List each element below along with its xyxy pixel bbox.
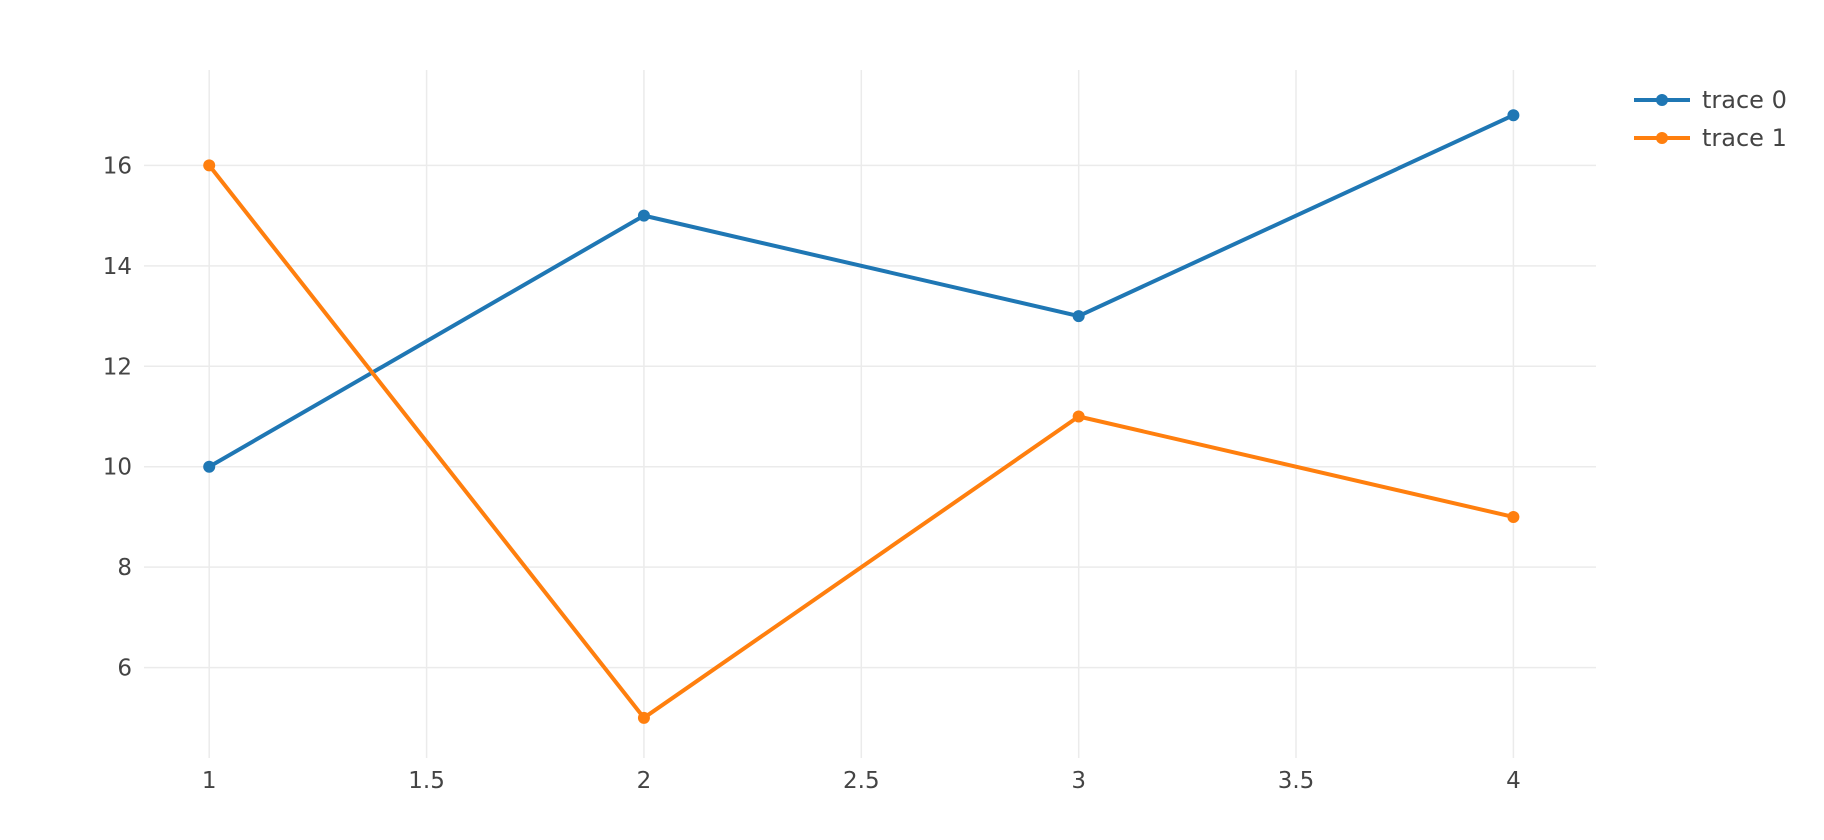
legend-item[interactable]: trace 1 [1634, 124, 1787, 152]
legend-label: trace 1 [1702, 124, 1787, 152]
series-1 [203, 159, 1520, 724]
x-tick-label: 2.5 [843, 768, 880, 794]
y-tick-label: 6 [117, 656, 132, 682]
x-tick-label: 3.5 [1278, 768, 1315, 794]
data-point[interactable] [203, 159, 216, 172]
data-point[interactable] [637, 711, 650, 724]
data-point[interactable] [637, 209, 650, 222]
y-axis-tick-labels: 6 8 10 12 14 16 [103, 153, 132, 681]
data-point[interactable] [1507, 109, 1520, 122]
y-gridlines [144, 164, 1596, 669]
x-tick-label: 2 [637, 768, 652, 794]
series-line [208, 113, 1515, 469]
y-tick-label: 16 [103, 153, 132, 179]
series-layer [203, 109, 1520, 724]
series-line [207, 164, 1514, 720]
y-tick-label: 10 [103, 455, 132, 481]
legend: trace 0 trace 1 [1634, 86, 1787, 152]
legend-marker-swatch [1656, 94, 1668, 106]
data-point[interactable] [1072, 310, 1085, 323]
y-tick-label: 12 [103, 354, 132, 380]
y-tick-label: 8 [117, 555, 132, 581]
legend-marker-swatch [1656, 132, 1668, 144]
x-tick-label: 1.5 [408, 768, 445, 794]
data-point[interactable] [1507, 510, 1520, 523]
series-0 [203, 109, 1520, 473]
data-point[interactable] [1072, 410, 1085, 423]
x-tick-label: 4 [1506, 768, 1521, 794]
x-tick-label: 1 [202, 768, 217, 794]
y-tick-label: 14 [103, 254, 132, 280]
data-point[interactable] [203, 460, 216, 473]
legend-label: trace 0 [1702, 86, 1787, 114]
legend-item[interactable]: trace 0 [1634, 86, 1787, 114]
x-axis-tick-labels: 1 1.5 2 2.5 3 3.5 4 [202, 768, 1521, 794]
x-tick-label: 3 [1071, 768, 1086, 794]
